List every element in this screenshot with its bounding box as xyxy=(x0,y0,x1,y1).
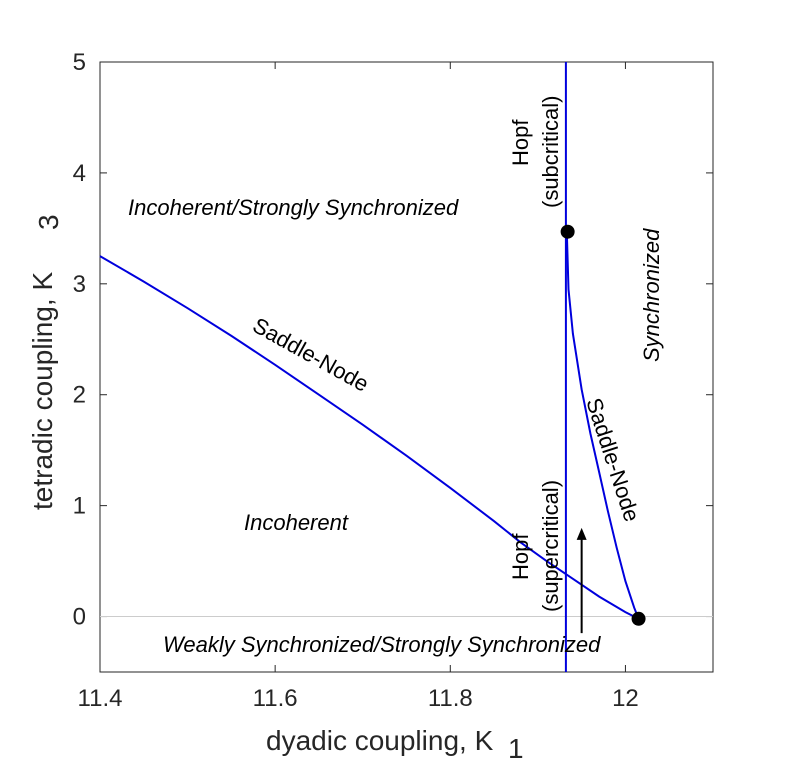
x-tick-label: 11.4 xyxy=(78,685,123,712)
special-point-1 xyxy=(560,224,575,239)
x-tick-label: 11.6 xyxy=(253,685,298,712)
hopf-label-upper: Hopf xyxy=(508,119,533,166)
y-tick-label: 2 xyxy=(73,382,86,409)
x-axis-label: dyadic coupling, K xyxy=(266,725,494,756)
y-tick-label: 0 xyxy=(73,604,86,631)
y-tick-label: 1 xyxy=(73,493,86,520)
region-weakly-strongly-synchronized: Weakly Synchronized/Strongly Synchronize… xyxy=(163,632,601,657)
plot-area-frame xyxy=(99,61,714,673)
y-tick-label: 5 xyxy=(73,49,86,76)
y-tick-label: 3 xyxy=(73,271,86,298)
data-series xyxy=(99,62,713,672)
region-incoherent: Incoherent xyxy=(244,510,349,535)
hopf-subcritical-label: (subcritical) xyxy=(538,96,563,208)
series-line-3 xyxy=(565,231,640,620)
x-tick-label: 12 xyxy=(612,685,639,712)
x-axis-label-subscript: 1 xyxy=(508,733,524,764)
region-synchronized: Synchronized xyxy=(639,228,664,362)
hopf-supercritical-label: (supercritical) xyxy=(538,480,563,612)
region-incoherent-strongly-synchronized: Incoherent/Strongly Synchronized xyxy=(128,195,459,220)
series-line-1 xyxy=(99,255,640,620)
x-tick-label: 11.8 xyxy=(428,685,473,712)
y-axis-label: tetradic coupling, K xyxy=(27,272,58,510)
y-tick-label: 4 xyxy=(73,160,86,187)
hopf-label-lower: Hopf xyxy=(508,533,533,580)
arrow-head xyxy=(576,527,587,540)
special-point-2 xyxy=(631,611,646,626)
y-axis-label-subscript: 3 xyxy=(33,214,64,230)
